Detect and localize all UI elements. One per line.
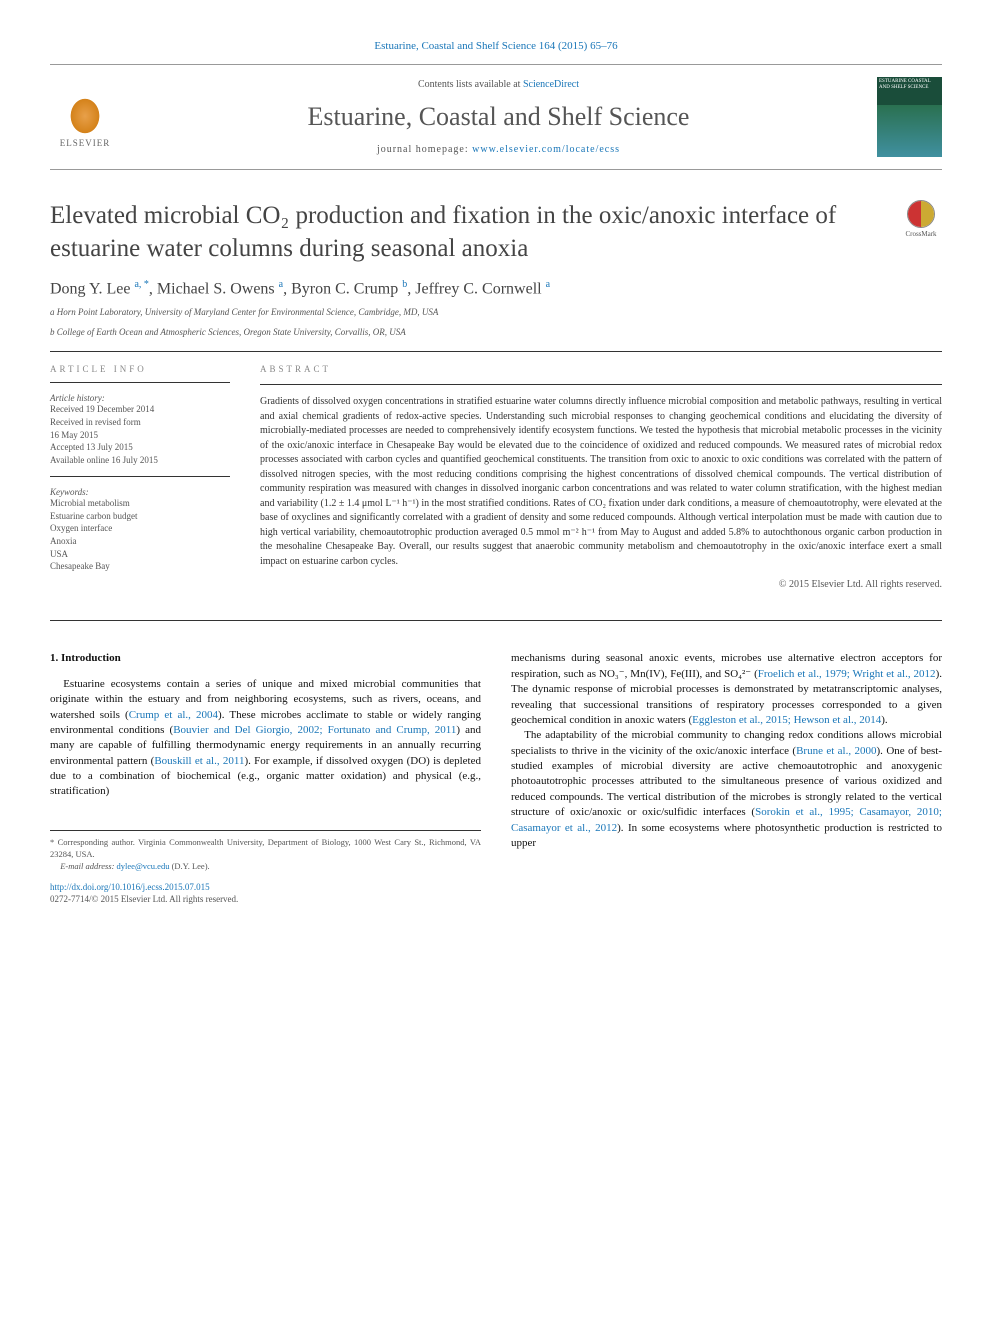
elsevier-logo[interactable]: ELSEVIER <box>50 80 120 155</box>
doi-link[interactable]: http://dx.doi.org/10.1016/j.ecss.2015.07… <box>50 882 210 892</box>
keyword: Microbial metabolism <box>50 497 230 510</box>
citation-link[interactable]: Brune et al., 2000 <box>796 745 876 757</box>
intro-paragraph-cont: mechanisms during seasonal anoxic events… <box>511 651 942 728</box>
authors-line: Dong Y. Lee a, *, Michael S. Owens a, By… <box>50 279 942 298</box>
contents-line: Contents lists available at ScienceDirec… <box>120 79 877 90</box>
intro-paragraph-2: The adaptability of the microbial commun… <box>511 728 942 851</box>
history-line: Available online 16 July 2015 <box>50 454 230 467</box>
body-columns: 1. Introduction Estuarine ecosystems con… <box>50 651 942 905</box>
citation-link[interactable]: Crump et al., 2004 <box>129 709 218 721</box>
cover-text: ESTUARINE COASTAL AND SHELF SCIENCE <box>877 77 942 92</box>
history-line: 16 May 2015 <box>50 429 230 442</box>
abstract-text: Gradients of dissolved oxygen concentrat… <box>260 395 942 569</box>
crossmark-icon <box>907 200 935 228</box>
divider <box>50 351 942 352</box>
citation-link[interactable]: Bouvier and Del Giorgio, 2002; Fortunato… <box>173 724 456 736</box>
citation-link[interactable]: Bouskill et al., 2011 <box>154 755 244 767</box>
citation-link[interactable]: Eggleston et al., 2015; Hewson et al., 2… <box>692 714 881 726</box>
history-line: Accepted 13 July 2015 <box>50 441 230 454</box>
intro-paragraph: Estuarine ecosystems contain a series of… <box>50 677 481 800</box>
citation-link[interactable]: Froelich et al., 1979; Wright et al., 20… <box>758 668 936 680</box>
journal-cover-thumb[interactable]: ESTUARINE COASTAL AND SHELF SCIENCE <box>877 77 942 157</box>
corr-author-text: * Corresponding author. Virginia Commonw… <box>50 837 481 861</box>
history-line: Received 19 December 2014 <box>50 403 230 416</box>
citation-link[interactable]: Estuarine, Coastal and Shelf Science 164… <box>374 40 617 52</box>
affiliations: a Horn Point Laboratory, University of M… <box>50 306 942 339</box>
doi-block: http://dx.doi.org/10.1016/j.ecss.2015.07… <box>50 881 481 906</box>
article-title: Elevated microbial CO₂ production and fi… <box>50 200 880 265</box>
article-info-heading: ARTICLE INFO <box>50 364 230 374</box>
elsevier-label: ELSEVIER <box>60 138 111 148</box>
keyword: USA <box>50 548 230 561</box>
email-link[interactable]: dylee@vcu.edu <box>117 861 170 871</box>
journal-homepage: journal homepage: www.elsevier.com/locat… <box>120 144 877 155</box>
abstract-copyright: © 2015 Elsevier Ltd. All rights reserved… <box>260 579 942 590</box>
keyword: Chesapeake Bay <box>50 560 230 573</box>
keywords-label: Keywords: <box>50 487 230 497</box>
journal-header: ELSEVIER Contents lists available at Sci… <box>50 64 942 170</box>
affiliation-a: a Horn Point Laboratory, University of M… <box>50 306 942 320</box>
issn-line: 0272-7714/© 2015 Elsevier Ltd. All right… <box>50 894 238 904</box>
crossmark-badge[interactable]: CrossMark <box>900 200 942 242</box>
divider <box>50 620 942 621</box>
keyword: Estuarine carbon budget <box>50 510 230 523</box>
email-label: E-mail address: <box>60 861 116 871</box>
history-line: Received in revised form <box>50 416 230 429</box>
elsevier-tree-icon <box>60 86 110 136</box>
keyword: Oxygen interface <box>50 522 230 535</box>
abstract-block: ABSTRACT Gradients of dissolved oxygen c… <box>260 364 942 590</box>
column-right: mechanisms during seasonal anoxic events… <box>511 651 942 905</box>
crossmark-label: CrossMark <box>905 230 936 238</box>
history-label: Article history: <box>50 393 230 403</box>
keyword: Anoxia <box>50 535 230 548</box>
section-heading-intro: 1. Introduction <box>50 651 481 666</box>
abstract-heading: ABSTRACT <box>260 364 942 374</box>
column-left: 1. Introduction Estuarine ecosystems con… <box>50 651 481 905</box>
citation-header: Estuarine, Coastal and Shelf Science 164… <box>50 40 942 52</box>
corresponding-author-footnote: * Corresponding author. Virginia Commonw… <box>50 830 481 873</box>
sciencedirect-link[interactable]: ScienceDirect <box>523 79 579 90</box>
journal-name: Estuarine, Coastal and Shelf Science <box>120 102 877 132</box>
email-who: (D.Y. Lee). <box>169 861 209 871</box>
affiliation-b: b College of Earth Ocean and Atmospheric… <box>50 326 942 340</box>
article-info-sidebar: ARTICLE INFO Article history: Received 1… <box>50 364 230 590</box>
journal-homepage-link[interactable]: www.elsevier.com/locate/ecss <box>472 144 620 155</box>
